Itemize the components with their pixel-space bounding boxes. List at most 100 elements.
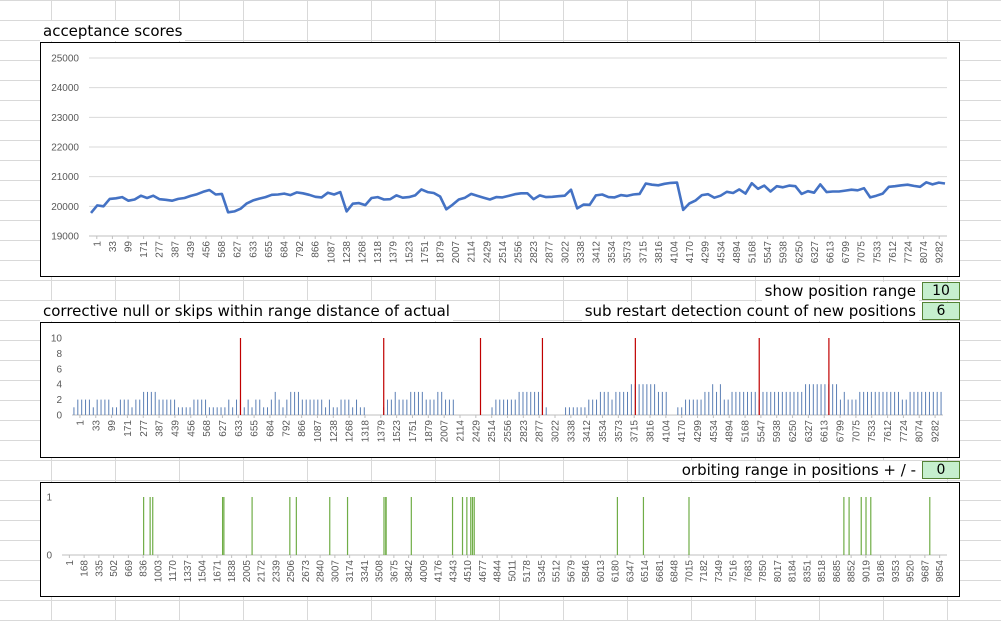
skip-bar bbox=[812, 384, 814, 415]
x-tick-label: 5679 bbox=[566, 560, 577, 583]
x-tick-label: 4844 bbox=[493, 560, 504, 583]
skip-bar bbox=[596, 399, 598, 415]
corrective-skips-chart[interactable]: 0 2 4 6 8 10 1 33 99 171 277 387 439 456 568 627 633 655 6… bbox=[40, 322, 960, 458]
skip-bar bbox=[363, 407, 365, 415]
acceptance-score-line bbox=[89, 181, 946, 214]
x-tick-label: 9186 bbox=[876, 560, 887, 583]
skip-bar bbox=[685, 399, 687, 415]
x-tick-label: 6514 bbox=[640, 560, 651, 583]
orbiting-chart[interactable]: 0 1 1 168 335 502 669 836 1003 1170 1337 1504 1671 18… bbox=[40, 482, 960, 597]
acceptance-scores-chart[interactable]: 19000 20000 21000 22000 23000 24000 25000 1 33 99… bbox=[40, 42, 960, 277]
skip-bar bbox=[642, 384, 644, 415]
skip-bar bbox=[599, 391, 601, 415]
x-tick-label: 4104 bbox=[670, 241, 681, 264]
x-tick-label: 2506 bbox=[286, 560, 297, 583]
x-tick-label: 655 bbox=[250, 420, 261, 437]
x-tick-label: 1087 bbox=[313, 420, 324, 443]
skip-bar bbox=[820, 384, 822, 415]
x-tick-label: 2429 bbox=[482, 241, 493, 264]
x-tick-label: 1268 bbox=[345, 420, 356, 443]
x-tick-label: 6250 bbox=[788, 420, 799, 443]
x-tick-label: 3338 bbox=[566, 420, 577, 443]
orbit-hit-bar bbox=[251, 497, 253, 555]
x-tick-label: 5547 bbox=[763, 241, 774, 264]
skip-bar bbox=[441, 391, 443, 415]
restart-marker-bar bbox=[828, 338, 830, 415]
x-tick-label: 836 bbox=[139, 560, 150, 577]
x-tick-label: 3022 bbox=[560, 241, 571, 264]
skip-bar bbox=[212, 407, 214, 415]
x-tick-label: 1523 bbox=[392, 420, 403, 443]
skip-bar bbox=[793, 391, 795, 415]
skip-bar bbox=[785, 391, 787, 415]
orbit-hit-bar bbox=[466, 497, 468, 555]
y-tick-label: 25000 bbox=[51, 54, 79, 65]
skip-bar bbox=[332, 407, 334, 415]
skip-bar bbox=[657, 391, 659, 415]
skip-bar bbox=[607, 391, 609, 415]
skip-bar bbox=[150, 391, 152, 415]
skip-bar bbox=[897, 391, 899, 415]
restart-marker-bar bbox=[758, 338, 760, 415]
skip-bar bbox=[243, 407, 245, 415]
skip-bar bbox=[688, 399, 690, 415]
x-tick-label: 5547 bbox=[756, 420, 767, 443]
skip-bar bbox=[859, 391, 861, 415]
x-tick-label: 7182 bbox=[699, 560, 710, 583]
orbit-hit-bar bbox=[860, 497, 862, 555]
y-tick-label: 6 bbox=[56, 364, 62, 375]
skip-bar bbox=[735, 391, 737, 415]
x-tick-label: 335 bbox=[94, 560, 105, 577]
skip-bar bbox=[503, 399, 505, 415]
skip-bar bbox=[855, 399, 857, 415]
skip-bar bbox=[514, 399, 516, 415]
x-tick-label: 7612 bbox=[883, 420, 894, 443]
skip-bar bbox=[654, 384, 656, 415]
x-tick-label: 2007 bbox=[451, 241, 462, 264]
x-tick-label: 3022 bbox=[551, 420, 562, 443]
y-tick-label: 2 bbox=[56, 395, 62, 406]
skip-bar bbox=[232, 407, 234, 415]
x-tick-label: 2840 bbox=[316, 560, 327, 583]
skip-bar bbox=[437, 391, 439, 415]
skip-bar bbox=[290, 391, 292, 415]
x-tick-label: 33 bbox=[91, 420, 102, 432]
sub-restart-input[interactable]: 6 bbox=[922, 302, 960, 320]
x-tick-label: 5011 bbox=[507, 560, 518, 582]
x-tick-label: 3816 bbox=[646, 420, 657, 443]
skip-bar bbox=[143, 391, 145, 415]
x-tick-label: 3715 bbox=[638, 241, 649, 264]
skip-bar bbox=[340, 399, 342, 415]
skip-bar bbox=[425, 399, 427, 415]
skip-bar bbox=[325, 407, 327, 415]
skip-bar bbox=[127, 399, 129, 415]
x-tick-label: 5846 bbox=[581, 560, 592, 583]
skip-bar bbox=[692, 399, 694, 415]
x-tick-label: 171 bbox=[123, 420, 134, 437]
orbit-hit-bar bbox=[848, 497, 850, 555]
x-tick-label: 277 bbox=[139, 420, 150, 437]
skip-bar bbox=[228, 399, 230, 415]
x-tick-label: 3573 bbox=[614, 420, 625, 443]
x-tick-label: 5345 bbox=[537, 560, 548, 583]
orbit-hit-bar bbox=[461, 497, 464, 555]
x-tick-label: 568 bbox=[202, 420, 213, 437]
x-tick-label: 627 bbox=[218, 420, 229, 437]
x-tick-label: 9353 bbox=[891, 560, 902, 583]
orbit-hit-bar bbox=[642, 497, 645, 555]
skip-bar bbox=[247, 399, 249, 415]
x-tick-label: 4170 bbox=[685, 241, 696, 264]
skip-bar bbox=[747, 391, 749, 415]
skip-bar bbox=[398, 399, 400, 415]
x-tick-label: 6848 bbox=[670, 560, 681, 583]
orbit-hit-bar bbox=[616, 497, 619, 555]
show-position-range-input[interactable]: 10 bbox=[922, 282, 960, 300]
x-tick-label: 2514 bbox=[498, 241, 509, 264]
skip-bar bbox=[96, 399, 98, 415]
skip-bar bbox=[158, 399, 160, 415]
skip-bar bbox=[630, 384, 632, 415]
x-tick-label: 456 bbox=[186, 420, 197, 437]
skip-bar bbox=[181, 407, 183, 415]
orbiting-plot: 011 168 335 502 669 836 1003 1170 1337 1504 1671 18… bbox=[46, 493, 947, 583]
orbiting-range-input[interactable]: 0 bbox=[922, 461, 960, 479]
